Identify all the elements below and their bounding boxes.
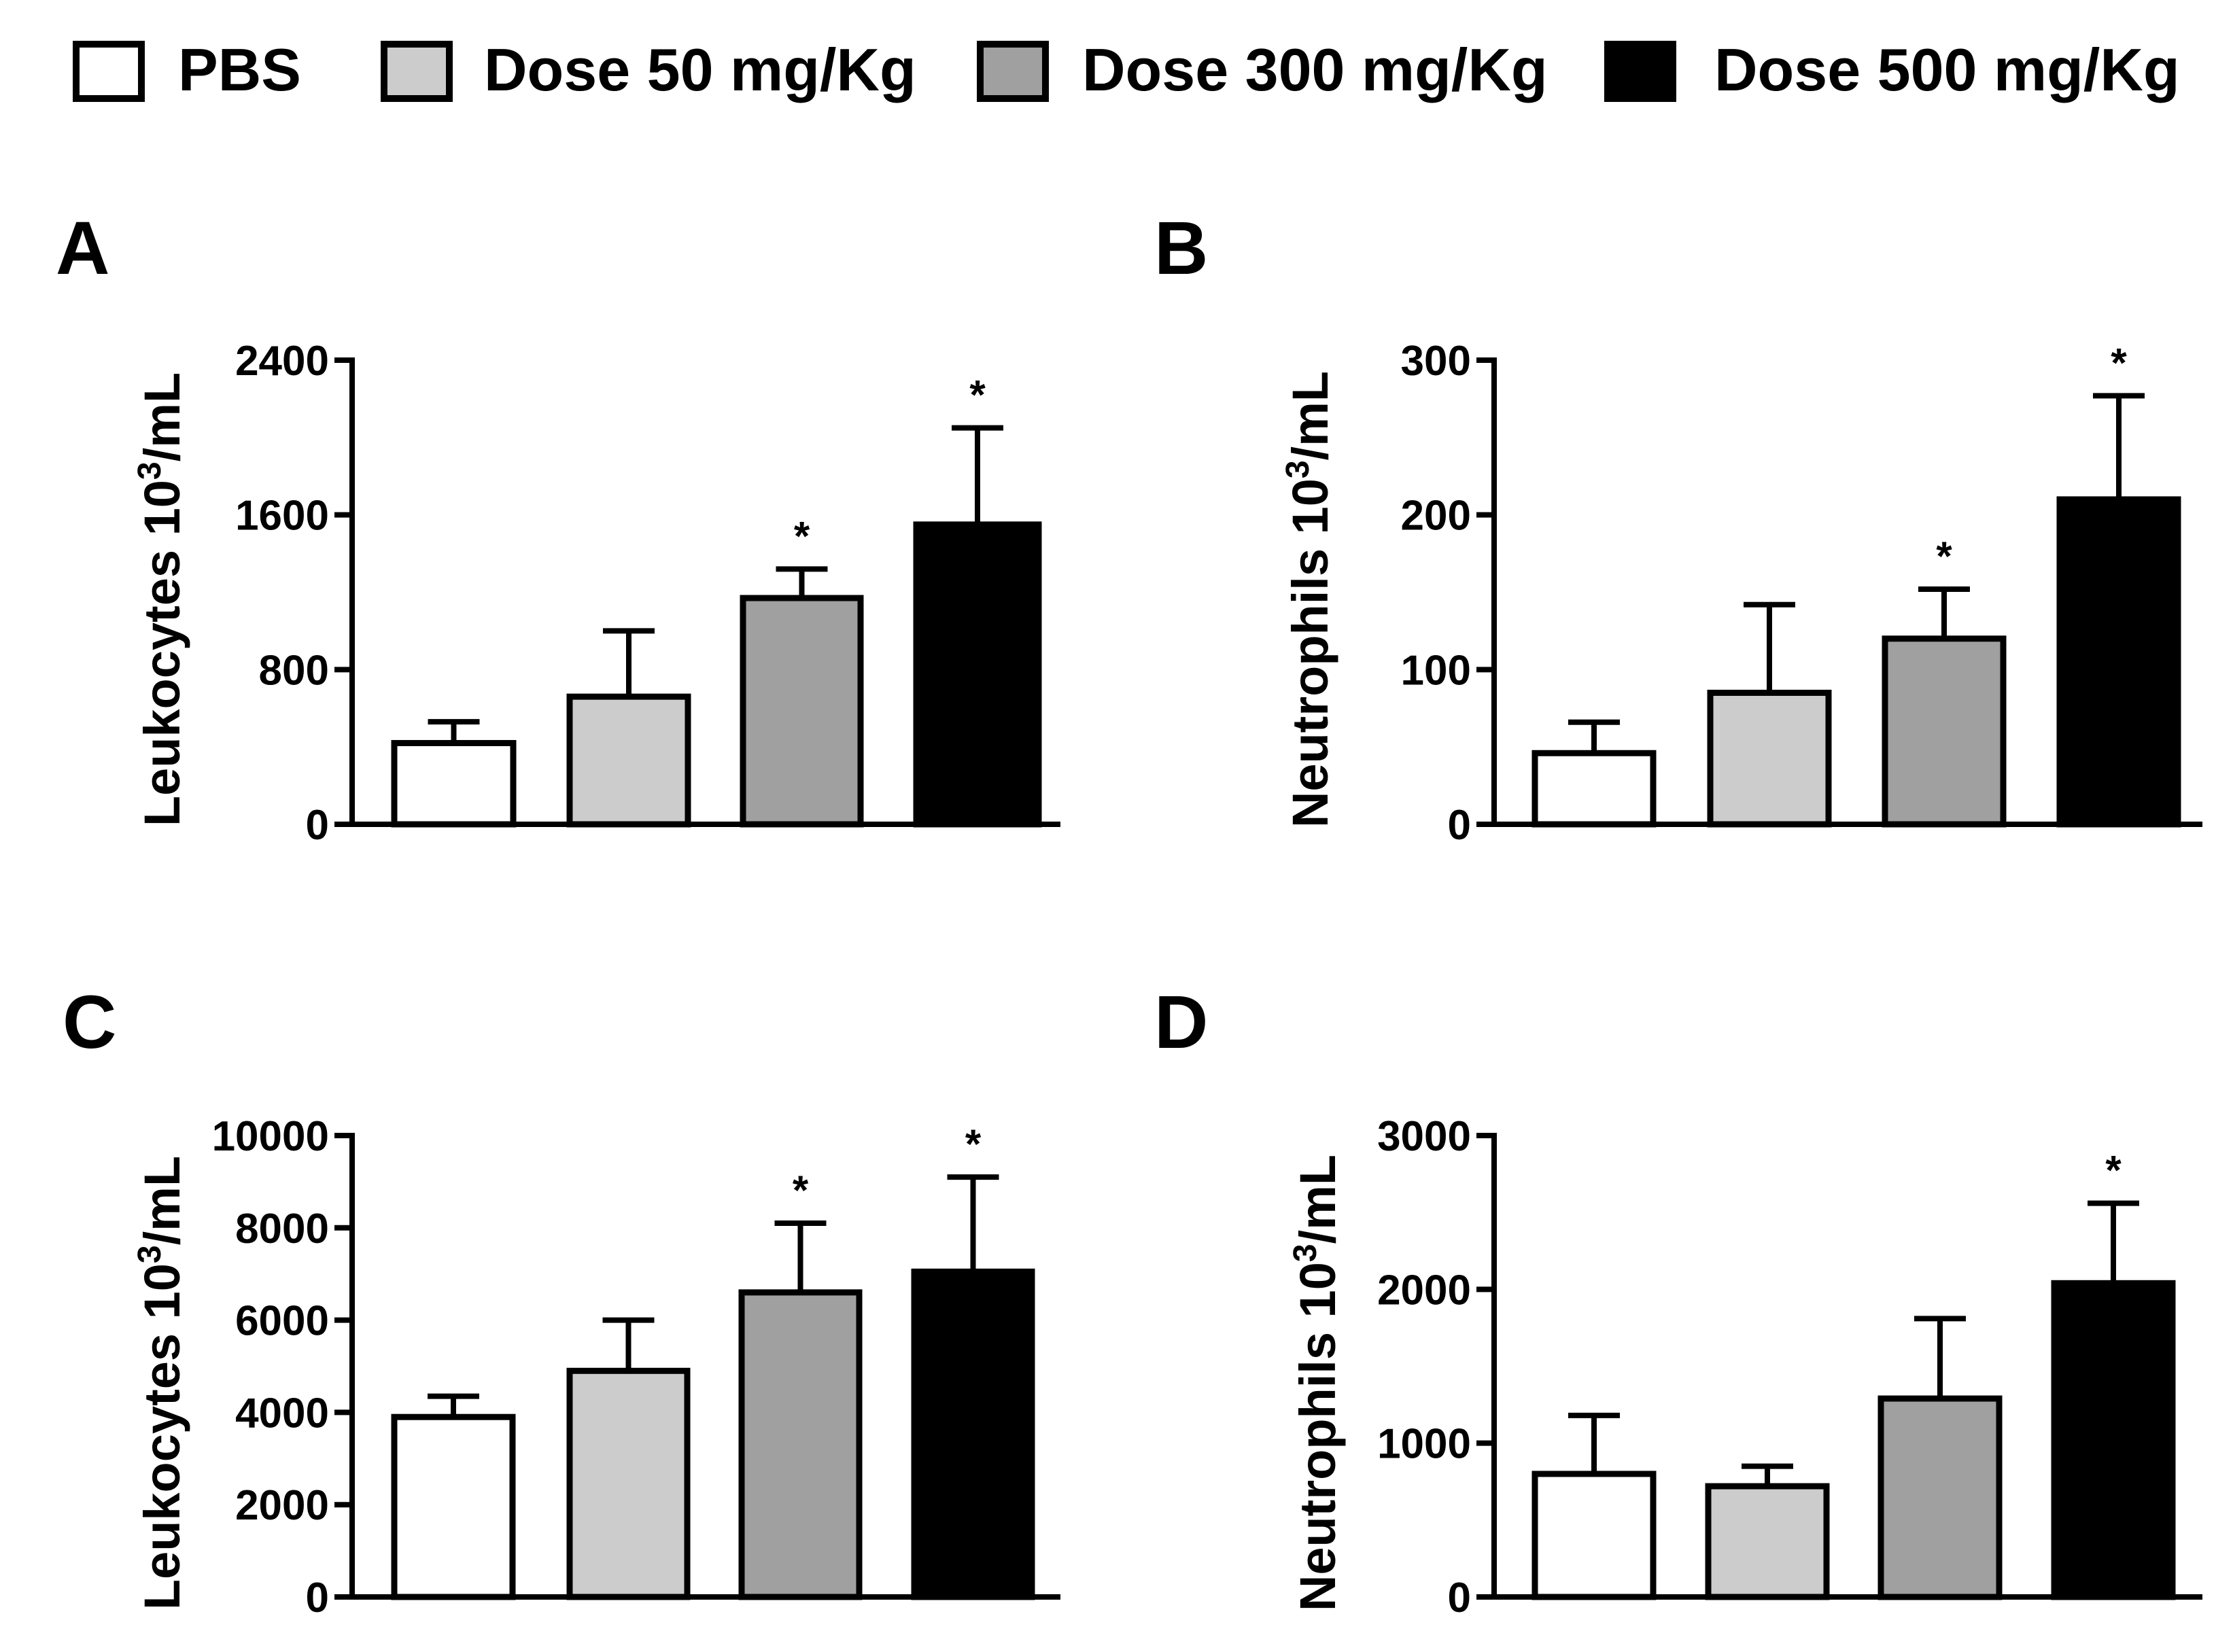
- significance-star-a-dose-500: *: [969, 372, 986, 418]
- legend-swatch-dose-500: [1604, 41, 1676, 102]
- legend-swatch-dose-300: [977, 41, 1049, 102]
- legend-item-pbs: PBS: [73, 36, 301, 103]
- y-axis-label-b-unit: /mL: [1282, 371, 1338, 461]
- plot-area-d: * 0 1000 2000 3000: [1377, 1113, 2202, 1621]
- y-axis-label-a-main: Leukocytes 10: [134, 480, 190, 826]
- y-axis-label-d-sup: 3: [1287, 1244, 1323, 1262]
- bar-d-dose-500: [2051, 1280, 2176, 1600]
- y-tick-label-d-3000: 3000: [1377, 1113, 1471, 1160]
- legend-item-dose-300: Dose 300 mg/Kg: [977, 36, 1548, 103]
- y-tick-label-d-1000: 1000: [1377, 1421, 1471, 1468]
- bar-b-dose-50: [1707, 689, 1832, 828]
- bar-d-dose-50: [1705, 1483, 1830, 1600]
- bar-d-pbs: [1531, 1471, 1657, 1600]
- y-axis-label-a: Leukocytes 103/mL: [132, 372, 190, 826]
- legend-swatch-dose-50: [381, 41, 453, 102]
- y-tick-label-c-6000: 6000: [235, 1298, 329, 1345]
- plot-area-a: * * 0 800 1600 2400: [235, 338, 1060, 849]
- panel-d: D Neutrophils 103/mL * 0 1000 2000 3000: [1154, 981, 2202, 1621]
- y-tick-label-c-2000: 2000: [235, 1482, 329, 1529]
- y-tick-label-c-10000: 10000: [212, 1113, 329, 1160]
- y-tick-label-a-1600: 1600: [235, 493, 329, 540]
- bar-c-pbs: [391, 1413, 516, 1600]
- y-tick-label-d-2000: 2000: [1377, 1267, 1471, 1314]
- y-tick-label-b-0: 0: [1448, 802, 1471, 849]
- y-tick-label-a-800: 800: [259, 647, 329, 694]
- significance-star-b-dose-500: *: [2111, 340, 2127, 385]
- panel-letter-c: C: [63, 981, 116, 1064]
- y-axis-label-d: Neutrophils 103/mL: [1287, 1155, 1346, 1611]
- y-tick-label-a-2400: 2400: [235, 338, 329, 385]
- panel-b: B Neutrophils 103/mL * * 0 100 200 300: [1154, 207, 2202, 849]
- bar-a-dose-500: [913, 521, 1042, 828]
- y-tick-label-b-200: 200: [1401, 493, 1471, 540]
- bar-c-dose-300: [738, 1289, 863, 1600]
- bar-b-dose-500: [2056, 496, 2181, 828]
- legend-label-dose-50: Dose 50 mg/Kg: [484, 36, 916, 103]
- panel-c: C Leukocytes 103/mL * * 0 2000 4000 6000 8000 1…: [63, 981, 1060, 1621]
- significance-star-b-dose-300: *: [1936, 533, 1952, 579]
- y-axis-label-c-unit: /mL: [134, 1156, 190, 1246]
- panel-a: A Leukocytes 103/mL * * 0 800 1600 2400: [56, 207, 1060, 849]
- y-axis-label-d-main: Neutrophils 10: [1289, 1262, 1346, 1611]
- significance-star-d-dose-500: *: [2105, 1148, 2122, 1193]
- y-tick-label-b-300: 300: [1401, 338, 1471, 385]
- legend-label-dose-300: Dose 300 mg/Kg: [1082, 36, 1548, 103]
- y-axis-label-a-unit: /mL: [134, 372, 190, 462]
- significance-star-c-dose-500: *: [965, 1121, 982, 1167]
- bar-b-pbs: [1531, 750, 1657, 828]
- y-tick-label-c-0: 0: [306, 1575, 329, 1621]
- panel-letter-a: A: [56, 207, 109, 290]
- bar-a-dose-50: [566, 693, 691, 828]
- panel-letter-d: D: [1154, 981, 1208, 1064]
- y-axis-label-d-unit: /mL: [1289, 1155, 1346, 1244]
- y-tick-label-c-4000: 4000: [235, 1390, 329, 1437]
- legend-label-dose-500: Dose 500 mg/Kg: [1714, 36, 2180, 103]
- significance-star-a-dose-300: *: [794, 513, 810, 559]
- bar-a-pbs: [391, 739, 517, 828]
- y-axis-label-c-sup: 3: [132, 1245, 168, 1263]
- y-axis-label-a-sup: 3: [132, 461, 168, 480]
- bar-b-dose-300: [1882, 635, 2007, 828]
- y-axis-label-b-sup: 3: [1280, 460, 1316, 478]
- plot-area-c: * * 0 2000 4000 6000 8000 10000: [212, 1113, 1060, 1621]
- y-axis-label-b-main: Neutrophils 10: [1282, 478, 1338, 828]
- legend-swatch-pbs: [73, 41, 145, 102]
- legend-item-dose-50: Dose 50 mg/Kg: [381, 36, 916, 103]
- y-tick-label-d-0: 0: [1448, 1575, 1471, 1621]
- y-tick-label-b-100: 100: [1401, 647, 1471, 694]
- legend: PBS Dose 50 mg/Kg Dose 300 mg/Kg Dose 50…: [73, 36, 2180, 103]
- y-tick-label-c-8000: 8000: [235, 1206, 329, 1252]
- bar-c-dose-500: [911, 1268, 1035, 1600]
- panel-letter-b: B: [1154, 207, 1208, 290]
- bar-d-dose-300: [1877, 1395, 2003, 1600]
- plot-area-b: * * 0 100 200 300: [1401, 338, 2202, 849]
- y-axis-label-b: Neutrophils 103/mL: [1280, 371, 1338, 828]
- bar-c-dose-50: [566, 1367, 691, 1600]
- legend-item-dose-500: Dose 500 mg/Kg: [1604, 36, 2180, 103]
- y-axis-label-c: Leukocytes 103/mL: [132, 1156, 190, 1610]
- legend-label-pbs: PBS: [178, 36, 301, 103]
- y-axis-label-c-main: Leukocytes 10: [134, 1263, 190, 1610]
- significance-star-c-dose-300: *: [793, 1167, 809, 1213]
- y-tick-label-a-0: 0: [306, 802, 329, 849]
- bar-a-dose-300: [740, 595, 864, 828]
